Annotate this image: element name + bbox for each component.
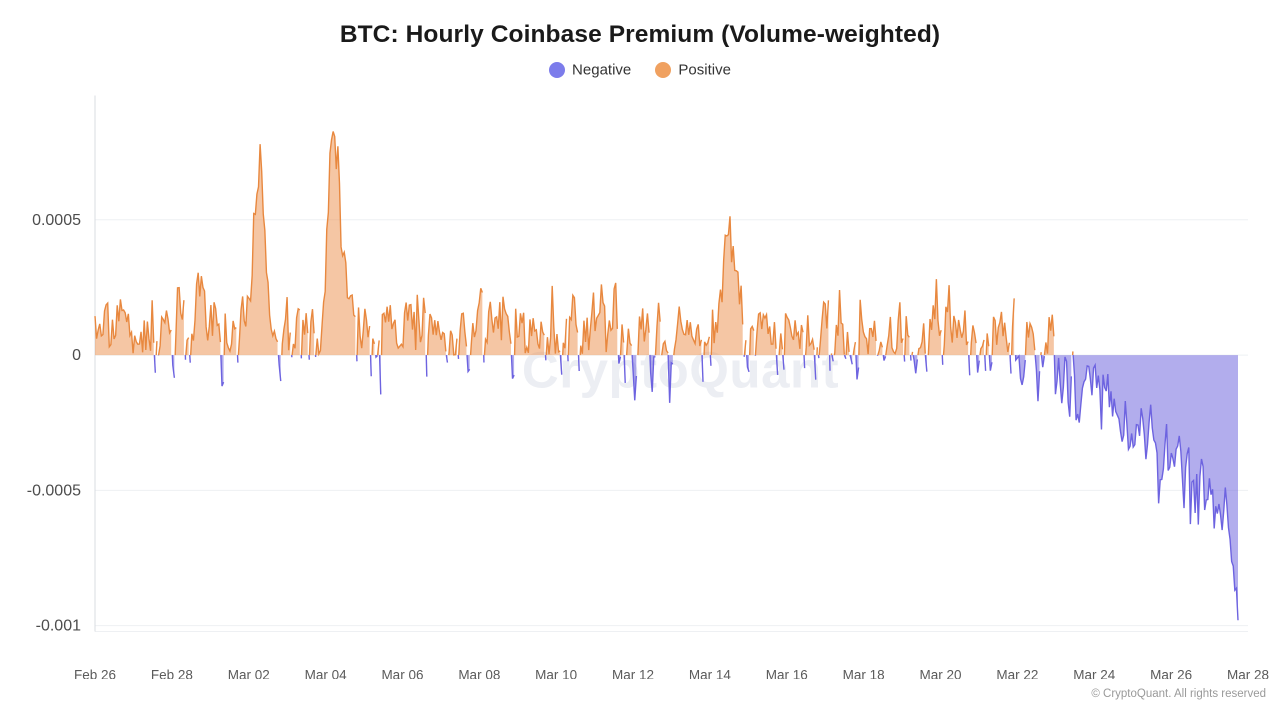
svg-text:Mar 04: Mar 04 [305, 667, 348, 679]
svg-text:Mar 28: Mar 28 [1227, 667, 1269, 679]
svg-text:Mar 22: Mar 22 [996, 667, 1038, 679]
svg-text:Mar 20: Mar 20 [920, 667, 962, 679]
svg-text:Mar 08: Mar 08 [458, 667, 500, 679]
svg-text:0.0005: 0.0005 [32, 211, 81, 228]
svg-text:Mar 10: Mar 10 [535, 667, 577, 679]
svg-text:Mar 16: Mar 16 [766, 667, 808, 679]
svg-text:Mar 24: Mar 24 [1073, 667, 1116, 679]
svg-text:Mar 18: Mar 18 [843, 667, 885, 679]
svg-text:-0.0005: -0.0005 [27, 482, 81, 499]
svg-text:Mar 06: Mar 06 [381, 667, 423, 679]
svg-text:Mar 12: Mar 12 [612, 667, 654, 679]
svg-text:Mar 02: Mar 02 [228, 667, 270, 679]
svg-text:-0.001: -0.001 [36, 617, 81, 634]
svg-text:Mar 14: Mar 14 [689, 667, 732, 679]
svg-text:Feb 28: Feb 28 [151, 667, 193, 679]
svg-text:0: 0 [72, 347, 81, 364]
svg-text:Feb 26: Feb 26 [74, 667, 116, 679]
svg-text:Mar 26: Mar 26 [1150, 667, 1192, 679]
